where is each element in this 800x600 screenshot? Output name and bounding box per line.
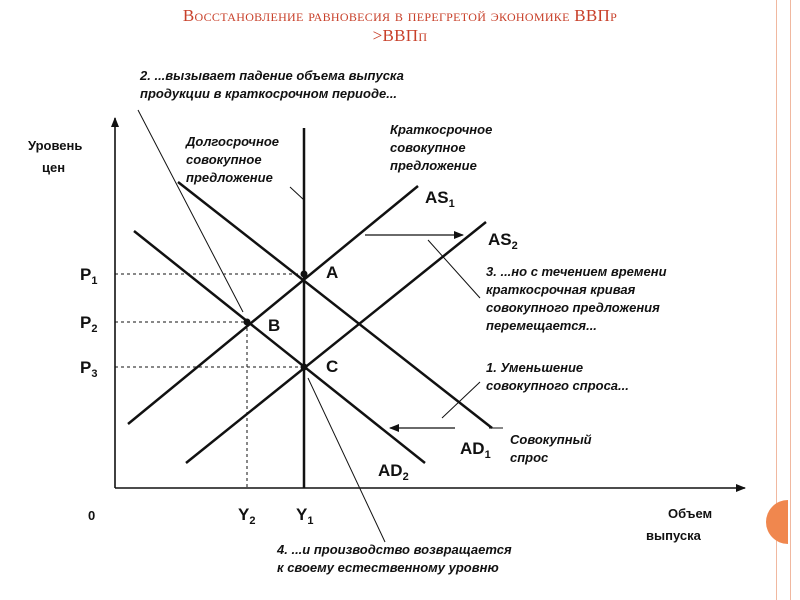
ad-description-line-1: Совокупный — [510, 432, 592, 447]
note-3-line-4: перемещается... — [486, 318, 597, 333]
y-axis-label-line-2: цен — [42, 160, 65, 175]
note-4-line-2: к своему естественному уровню — [277, 560, 499, 575]
note2-pointer — [137, 109, 244, 313]
decorative-border-line — [790, 0, 791, 600]
sras-description-line-3: предложение — [390, 158, 477, 173]
note-1-line-1: 1. Уменьшение — [486, 360, 583, 375]
price-level-p3: P3 — [80, 358, 97, 380]
decorative-border-line — [776, 0, 777, 600]
as2-label: AS2 — [488, 230, 518, 252]
point-c-marker — [300, 363, 308, 371]
note-1-line-2: совокупного спроса... — [486, 378, 629, 393]
slide-title: Восстановление равновесия в перегретой э… — [20, 6, 780, 46]
y-axis-label-line-1: Уровень — [28, 138, 82, 153]
note4-pointer — [307, 377, 386, 543]
sras-description-line-2: совокупное — [390, 140, 466, 155]
note3-pointer — [427, 239, 481, 299]
point-b-marker — [243, 318, 251, 326]
point-c-label: C — [326, 357, 338, 376]
price-level-p1: P1 — [80, 265, 97, 287]
as1-label: AS1 — [425, 188, 455, 210]
x-axis-label-line-2: выпуска — [646, 528, 702, 543]
point-a-marker — [300, 270, 308, 278]
ad2-label: AD2 — [378, 461, 409, 483]
note1-pointer — [441, 381, 481, 419]
lras-description-line-3: предложение — [186, 170, 273, 185]
lras-description-line-1: Долгосрочное — [185, 134, 279, 149]
ad1-curve — [177, 181, 493, 429]
slide-title-line-1: Восстановление равновесия в перегретой э… — [182, 6, 618, 25]
sras-description-line-1: Краткосрочное — [390, 122, 492, 137]
point-a-label: A — [326, 263, 338, 282]
slide-accent-tab — [766, 500, 788, 544]
lras-description-line-2: совокупное — [186, 152, 262, 167]
origin-label: 0 — [88, 508, 95, 523]
note-3-line-1: 3. ...но с течением времени — [486, 264, 667, 279]
note-2-line-2: продукции в краткосрочном периоде... — [140, 86, 397, 101]
lras-label-pointer — [289, 186, 305, 201]
ad-description-line-2: спрос — [510, 450, 549, 465]
as1-curve — [127, 185, 419, 425]
price-level-p2: P2 — [80, 313, 97, 335]
ad1-label: AD1 — [460, 439, 491, 461]
note-2-line-1: 2. ...вызывает падение объема выпуска — [139, 68, 404, 83]
output-level-y1: Y1 — [296, 505, 313, 527]
x-axis-label-line-1: Объем — [668, 506, 712, 521]
as2-curve — [185, 221, 487, 464]
note-3-line-2: краткосрочная кривая — [486, 282, 636, 297]
note-4-line-1: 4. ...и производство возвращается — [276, 542, 512, 557]
point-b-label: B — [268, 316, 280, 335]
output-level-y2: Y2 — [238, 505, 255, 527]
slide-title-line-2: >ВВПп — [372, 26, 428, 45]
ad2-curve — [133, 230, 426, 464]
note-3-line-3: совокупного предложения — [486, 300, 660, 315]
